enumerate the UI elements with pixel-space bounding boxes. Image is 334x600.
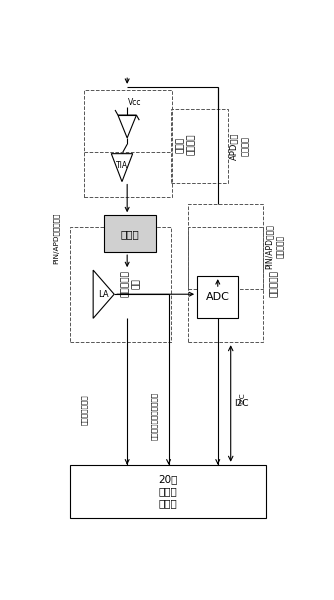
Bar [197,276,238,318]
Bar [188,227,263,342]
Text: 光接收
接口组件: 光接收 接口组件 [175,134,195,155]
Text: 接收光信号丢失指示信号: 接收光信号丢失指示信号 [151,392,158,440]
Bar [70,227,171,342]
Bar [188,203,263,289]
Text: 接收端输出信号: 接收端输出信号 [81,394,88,425]
Text: 限幅放大器
部分: 限幅放大器 部分 [121,270,141,297]
Text: 滤波器: 滤波器 [120,229,139,239]
Text: APD高压
控制电路: APD高压 控制电路 [230,132,250,160]
Text: LA: LA [98,290,109,299]
Text: PIN/APD稳像电
流监测电路: PIN/APD稳像电 流监测电路 [265,224,285,269]
Text: 20脚
金手指
电接口: 20脚 金手指 电接口 [158,474,178,509]
Bar [85,91,172,197]
Bar [70,464,266,518]
Bar [104,215,156,252]
Text: Vcc: Vcc [128,98,141,107]
Text: PIN/APD光出二极管: PIN/APD光出二极管 [53,212,59,264]
Text: TIA: TIA [116,161,128,170]
Text: I2C: I2C [239,392,245,404]
Text: I2C: I2C [234,399,248,408]
Text: 控制器部分: 控制器部分 [270,270,279,297]
Text: ADC: ADC [206,292,230,302]
Bar [171,109,228,183]
